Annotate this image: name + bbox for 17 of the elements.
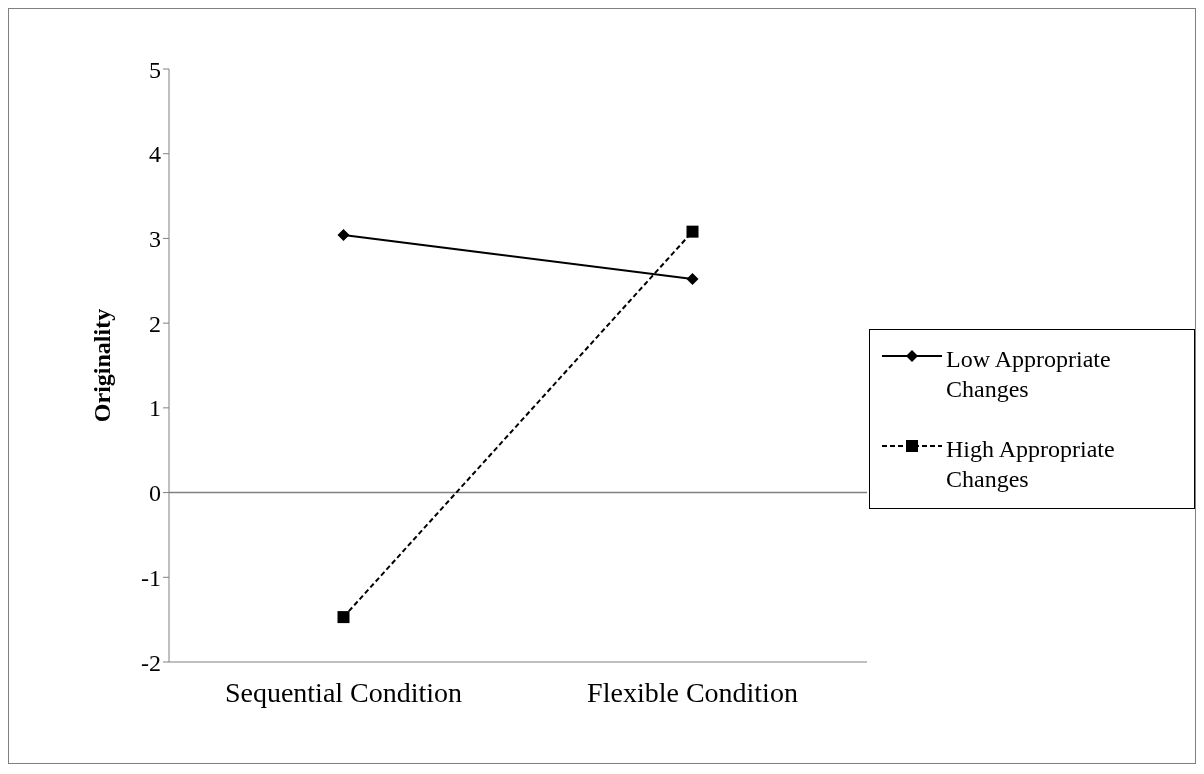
y-axis-title: Originality [88,308,115,423]
y-tick-label: 1 [149,395,161,422]
y-tick-label: 0 [149,480,161,507]
x-tick-label: Sequential Condition [224,676,463,708]
point [686,273,699,286]
point [337,229,350,242]
x-tick-label: Flexible Condition [587,676,798,708]
y-tick-label: -1 [141,564,161,591]
legend-label: High Appropriate Changes [946,435,1116,494]
y-tick-label: -2 [141,649,161,676]
y-tick-label: 4 [149,141,161,168]
y-tick-label: 2 [149,310,161,337]
y-tick-label: 3 [149,225,161,252]
point [337,611,350,624]
y-tick-label: 5 [149,56,161,83]
legend-label: Low Appropriate Changes [946,345,1112,404]
point [686,225,699,238]
